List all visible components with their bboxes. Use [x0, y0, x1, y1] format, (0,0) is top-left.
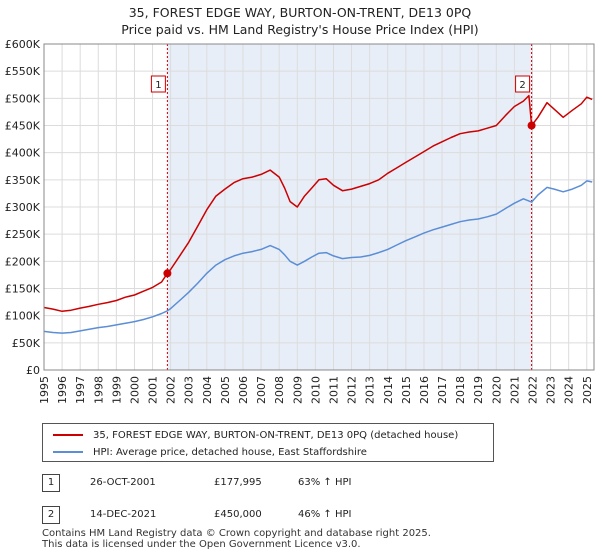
- x-tick-label: 2025: [581, 376, 594, 404]
- x-tick-label: 2010: [309, 376, 322, 404]
- sale-badge-1: 1: [42, 474, 60, 492]
- plot-frame: [43, 43, 595, 371]
- sale-badge-2: 2: [42, 506, 60, 524]
- sale-label-number: 2: [519, 80, 525, 91]
- x-tick-label: 1996: [56, 376, 69, 404]
- x-tick-label: 2020: [490, 376, 503, 404]
- x-tick-label: 2013: [364, 376, 377, 404]
- x-tick-label: 2019: [472, 376, 485, 404]
- x-tick-label: 1999: [110, 376, 123, 404]
- x-tick-label: 2009: [291, 376, 304, 404]
- y-tick-label: £100K: [5, 310, 41, 323]
- sale-price-1: £177,995: [214, 477, 262, 488]
- x-tick-label: 1997: [74, 376, 87, 404]
- sale-hpi-2: 46% ↑ HPI: [298, 509, 352, 520]
- x-tick-label: 2018: [454, 376, 467, 404]
- footer-line-1: Contains HM Land Registry data © Crown c…: [42, 528, 431, 539]
- sale-point: [527, 121, 536, 130]
- y-tick-label: £550K: [5, 65, 41, 78]
- x-tick-label: 2001: [147, 376, 160, 404]
- legend-swatch-property: [53, 434, 83, 436]
- y-tick-label: £450K: [5, 120, 41, 133]
- x-tick-label: 2022: [526, 376, 539, 404]
- x-tick-label: 2023: [545, 376, 558, 404]
- x-tick-label: 2005: [219, 376, 232, 404]
- legend-label-property: 35, FOREST EDGE WAY, BURTON-ON-TRENT, DE…: [93, 429, 459, 441]
- y-tick-label: £150K: [5, 283, 41, 296]
- y-tick-label: £50K: [12, 337, 41, 350]
- x-tick-label: 2021: [508, 376, 521, 404]
- x-tick-label: 1998: [92, 376, 105, 404]
- y-tick-label: £300K: [5, 201, 41, 214]
- legend-swatch-hpi: [53, 451, 83, 453]
- legend-item-property: 35, FOREST EDGE WAY, BURTON-ON-TRENT, DE…: [53, 427, 458, 443]
- y-tick-label: £350K: [5, 174, 41, 187]
- legend-label-hpi: HPI: Average price, detached house, East…: [93, 446, 367, 458]
- y-tick-label: £250K: [5, 228, 41, 241]
- x-tick-label: 2004: [201, 376, 214, 404]
- x-tick-label: 2024: [563, 376, 576, 404]
- sale-date-1: 26-OCT-2001: [90, 477, 156, 488]
- x-tick-label: 1995: [38, 376, 51, 404]
- x-tick-label: 2007: [255, 376, 268, 404]
- chart-title-block: 35, FOREST EDGE WAY, BURTON-ON-TRENT, DE…: [0, 4, 600, 38]
- legend-item-hpi: HPI: Average price, detached house, East…: [53, 444, 367, 460]
- price-chart: £0 £50K £100K £150K £200K £250K £300K £350K £400…: [5, 38, 595, 404]
- y-tick-label: £200K: [5, 255, 41, 268]
- x-tick-label: 2003: [183, 376, 196, 404]
- x-tick-label: 2017: [436, 376, 449, 404]
- hpi-series-line: [43, 180, 593, 334]
- sale-point: [163, 269, 172, 278]
- y-tick-label: £600K: [5, 38, 41, 51]
- chart-subtitle: Price paid vs. HM Land Registry's House …: [121, 22, 479, 37]
- sale-price-2: £450,000: [214, 509, 262, 520]
- x-tick-label: 2014: [382, 376, 395, 404]
- x-tick-label: 2002: [165, 376, 178, 404]
- x-tick-label: 2000: [128, 376, 141, 404]
- x-tick-label: 2008: [273, 376, 286, 404]
- x-tick-label: 2006: [237, 376, 250, 404]
- property-series-line: [43, 94, 593, 313]
- footer: Contains HM Land Registry data © Crown c…: [42, 528, 431, 550]
- y-tick-label: £500K: [5, 92, 41, 105]
- x-tick-label: 2011: [327, 376, 340, 404]
- x-tick-label: 2016: [418, 376, 431, 404]
- sale-label-box: [150, 75, 166, 93]
- sale-label-box: [515, 75, 531, 93]
- x-tick-label: 2015: [400, 376, 413, 404]
- x-tick-label: 2012: [346, 376, 359, 404]
- y-tick-label: £400K: [5, 147, 41, 160]
- chart-title: 35, FOREST EDGE WAY, BURTON-ON-TRENT, DE…: [128, 5, 472, 20]
- legend: 35, FOREST EDGE WAY, BURTON-ON-TRENT, DE…: [42, 423, 494, 462]
- y-tick-label: £0: [26, 364, 40, 377]
- sale-hpi-1: 63% ↑ HPI: [298, 477, 352, 488]
- footer-line-2: This data is licensed under the Open Gov…: [42, 539, 361, 550]
- sale-date-2: 14-DEC-2021: [90, 509, 157, 520]
- sale-label-number: 1: [155, 80, 161, 91]
